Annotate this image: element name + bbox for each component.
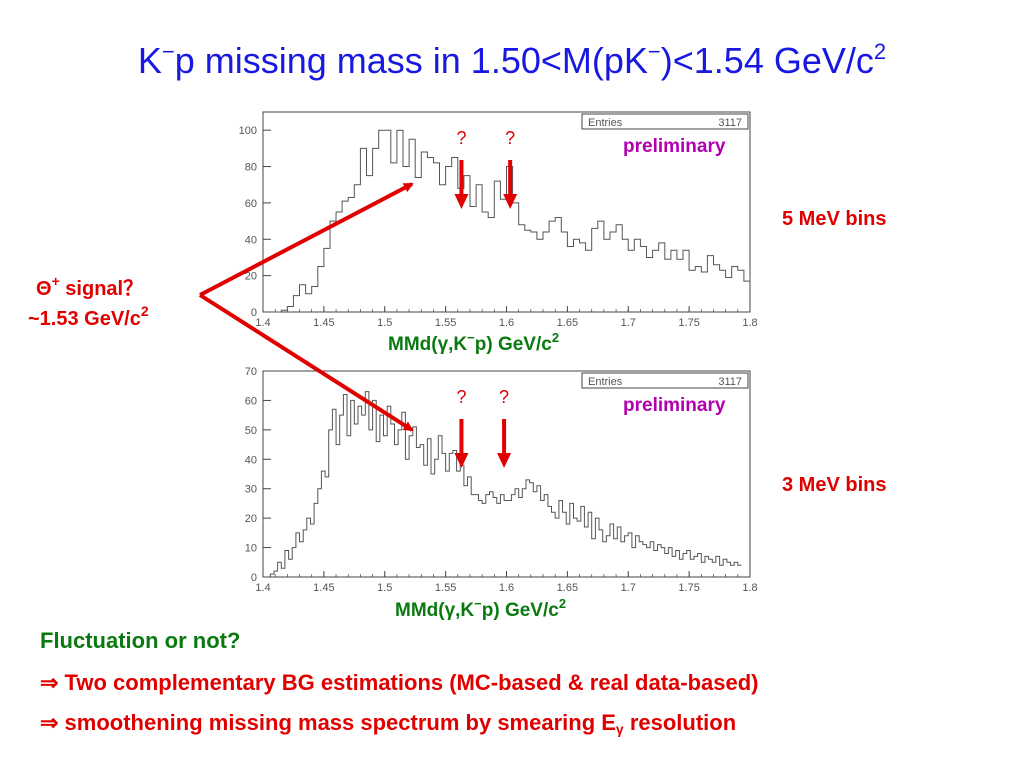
x-tick-label: 1.4 [255, 582, 270, 594]
y-tick-label: 60 [245, 395, 257, 407]
stats-box [581, 372, 749, 389]
x-tick-label: 1.45 [313, 317, 334, 329]
signal-arrow-to-top [199, 182, 414, 297]
x-tick-label: 1.65 [557, 582, 578, 594]
y-tick-label: 100 [239, 125, 257, 137]
marker-question-1: ? [456, 387, 466, 407]
marker-arrow-head-1 [454, 194, 469, 209]
histogram-series [263, 391, 742, 578]
stats-box [581, 113, 749, 130]
marker-arrow-head-2 [503, 194, 518, 209]
page-title: K−p missing mass in 1.50<M(pK−)<1.54 GeV… [0, 40, 1024, 82]
marker-arrow-head-1 [454, 453, 469, 468]
marker-arrow-head-2 [497, 453, 512, 468]
signal-label: Θ+ signal？ ~1.53 GeV/c2 [28, 273, 149, 334]
y-tick-label: 30 [245, 484, 257, 496]
histogram-series [263, 129, 751, 313]
title-sup-2: − [647, 39, 661, 64]
preliminary-label: preliminary [623, 395, 726, 416]
stats-value: 3117 [718, 376, 742, 388]
title-text-2: p missing mass in 1.50<M(pK [174, 40, 648, 81]
histogram-bottom: Entries 3117 1.4 1.45 1.5 1.55 1.6 1.65 1.7 1.75 1… [245, 366, 758, 594]
y-tick-label: 40 [245, 454, 257, 466]
x-tick-label: 1.7 [621, 582, 636, 594]
x-tick-label: 1.5 [377, 317, 392, 329]
y-tick-label: 50 [245, 425, 257, 437]
bottom-line-3: ⇒ smoothening missing mass spectrum by s… [40, 710, 737, 737]
title-text-1: K [137, 40, 162, 81]
x-tick-label: 1.8 [742, 317, 757, 329]
x-tick-label: 1.6 [499, 582, 514, 594]
marker-question-2: ? [499, 387, 509, 407]
bottom-line-2: ⇒ Two complementary BG estimations (MC-b… [40, 670, 759, 695]
signal-label-line2: ~1.53 GeV/c2 [28, 303, 149, 330]
marker-question-2: ? [505, 128, 515, 148]
x-tick-label: 1.75 [678, 582, 699, 594]
y-tick-label: 70 [245, 366, 257, 378]
preliminary-label: preliminary [623, 136, 726, 157]
title-text-3: )<1.54 GeV/c [660, 40, 874, 81]
bins-label-top: 5 MeV bins [782, 208, 887, 230]
y-tick-label: 60 [245, 198, 257, 210]
x-tick-label: 1.55 [435, 582, 456, 594]
bins-label-bottom: 3 MeV bins [782, 474, 887, 496]
stats-label: Entries [588, 376, 623, 388]
x-tick-label: 1.75 [678, 317, 699, 329]
stats-label: Entries [588, 117, 623, 129]
x-tick-label: 1.45 [313, 582, 334, 594]
axis-caption-bottom: MMd(γ,K−p) GeV/c2 [395, 596, 567, 621]
y-tick-label: 0 [251, 307, 257, 319]
x-tick-label: 1.55 [435, 317, 456, 329]
marker-question-1: ? [456, 128, 466, 148]
x-tick-label: 1.6 [499, 317, 514, 329]
histogram-top: Entries 3117 1.4 1.45 1.5 1.55 1.6 1.65 1.7 1.75 1… [239, 111, 758, 329]
signal-label-line1: Θ+ signal？ [36, 273, 144, 300]
signal-arrow-to-bottom [198, 293, 414, 432]
x-tick-label: 1.5 [377, 582, 392, 594]
stats-value: 3117 [718, 117, 742, 129]
y-tick-label: 20 [245, 271, 257, 283]
y-tick-label: 0 [251, 572, 257, 584]
title-sup-1: − [161, 39, 175, 64]
bottom-line-1: Fluctuation or not? [40, 628, 241, 653]
y-tick-label: 10 [245, 543, 257, 555]
x-tick-label: 1.7 [621, 317, 636, 329]
y-tick-label: 20 [245, 513, 257, 525]
x-tick-label: 1.65 [557, 317, 578, 329]
x-tick-label: 1.8 [742, 582, 757, 594]
x-tick-label: 1.4 [255, 317, 270, 329]
title-sup-3: 2 [873, 39, 887, 64]
y-tick-label: 40 [245, 234, 257, 246]
y-tick-label: 80 [245, 162, 257, 174]
axis-caption-top: MMd(γ,K−p) GeV/c2 [388, 330, 560, 355]
